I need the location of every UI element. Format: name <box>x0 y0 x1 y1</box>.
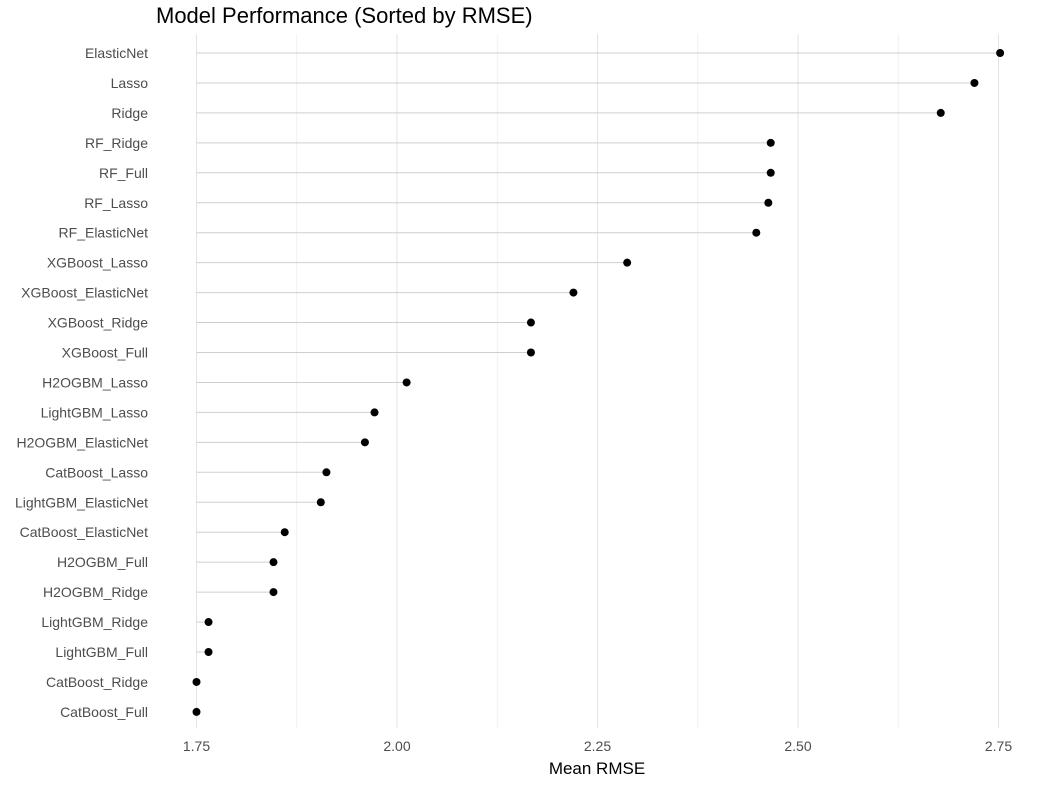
x-axis-title: Mean RMSE <box>549 759 645 778</box>
y-tick-label: LightGBM_Full <box>55 644 148 660</box>
x-tick-label: 2.00 <box>383 738 410 754</box>
data-point <box>204 648 213 656</box>
y-tick-label: CatBoost_ElasticNet <box>20 524 149 540</box>
data-point <box>316 498 325 507</box>
data-point <box>192 677 201 686</box>
data-point <box>936 108 945 117</box>
data-point <box>269 558 278 567</box>
data-point <box>322 468 331 477</box>
y-tick-label: H2OGBM_Ridge <box>43 584 148 600</box>
y-tick-label: RF_Ridge <box>85 135 148 151</box>
y-axis-labels: ElasticNet Lasso Ridge RF_Ridge RF_Full RF_La… <box>15 45 148 720</box>
y-tick-label: H2OGBM_Full <box>57 554 148 570</box>
x-axis-labels: 1.75 2.00 2.25 2.50 2.75 <box>183 738 1012 754</box>
data-point <box>752 228 761 237</box>
y-tick-label: RF_Full <box>99 165 148 181</box>
x-tick-label: 1.75 <box>183 738 210 754</box>
y-tick-label: RF_ElasticNet <box>59 225 149 241</box>
data-point <box>569 288 578 297</box>
y-tick-label: H2OGBM_Lasso <box>42 374 148 390</box>
data-point <box>360 438 369 447</box>
y-tick-label: RF_Lasso <box>84 195 148 211</box>
data-point <box>370 408 379 417</box>
y-tick-label: LightGBM_Lasso <box>41 404 149 420</box>
data-point <box>526 318 535 327</box>
y-tick-label: XGBoost_Lasso <box>47 255 148 271</box>
y-tick-label: XGBoost_Ridge <box>48 315 149 331</box>
y-tick-label: CatBoost_Full <box>60 704 148 720</box>
data-point <box>623 258 632 267</box>
point-layer <box>192 49 1005 716</box>
chart-title: Model Performance (Sorted by RMSE) <box>156 3 533 28</box>
y-tick-label: Ridge <box>111 105 148 121</box>
data-point <box>402 378 411 387</box>
data-point <box>766 168 775 177</box>
y-tick-label: ElasticNet <box>85 45 148 61</box>
stem-layer <box>196 52 1001 653</box>
data-point <box>526 348 535 357</box>
data-point <box>192 707 201 716</box>
data-point <box>766 138 775 147</box>
data-point <box>970 78 979 87</box>
grid-layer <box>196 34 999 728</box>
x-tick-label: 2.50 <box>784 738 811 754</box>
data-point <box>280 528 289 537</box>
y-tick-label: XGBoost_Full <box>62 345 148 361</box>
y-tick-label: CatBoost_Ridge <box>46 674 148 690</box>
y-tick-label: Lasso <box>111 75 149 91</box>
x-tick-label: 2.75 <box>985 738 1012 754</box>
y-tick-label: LightGBM_ElasticNet <box>15 494 148 510</box>
data-point <box>764 198 773 207</box>
data-point <box>996 49 1005 57</box>
data-point <box>269 588 278 597</box>
y-tick-label: XGBoost_ElasticNet <box>21 285 148 301</box>
data-point <box>204 618 213 627</box>
y-tick-label: LightGBM_Ridge <box>41 614 148 630</box>
x-tick-label: 2.25 <box>584 738 611 754</box>
y-tick-label: CatBoost_Lasso <box>45 464 148 480</box>
y-tick-label: H2OGBM_ElasticNet <box>17 434 149 450</box>
